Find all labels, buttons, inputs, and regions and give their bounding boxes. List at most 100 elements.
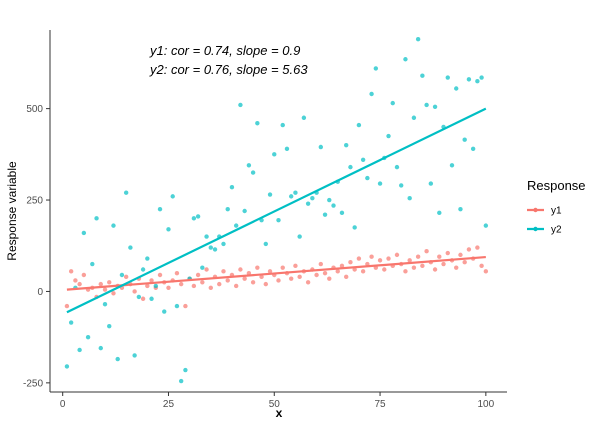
point-y1	[267, 269, 273, 274]
legend-label-y1: y1	[551, 206, 562, 217]
point-y1	[98, 281, 103, 287]
x-tick-label: 100	[477, 399, 494, 410]
point-y2	[293, 190, 298, 195]
point-y2	[322, 212, 328, 217]
point-y2	[344, 142, 349, 148]
point-y1	[73, 278, 78, 283]
point-y2	[200, 265, 205, 270]
point-y2	[352, 225, 357, 230]
x-tick-label: 0	[60, 399, 66, 410]
point-y1	[208, 285, 213, 290]
point-y2	[170, 194, 175, 199]
point-y1	[217, 281, 222, 287]
point-y1	[280, 265, 285, 270]
point-y2	[360, 157, 366, 163]
point-y1	[394, 252, 400, 258]
point-y1	[462, 259, 467, 265]
point-y1	[424, 249, 429, 254]
point-y2	[178, 378, 184, 384]
point-y2	[466, 77, 472, 82]
point-y2	[399, 183, 404, 188]
point-y2	[85, 334, 91, 340]
point-y1	[77, 281, 82, 287]
point-y1	[441, 261, 446, 267]
point-y1	[140, 296, 146, 301]
point-y1	[293, 263, 298, 269]
point-y2	[107, 323, 112, 329]
legend-key-point-y1	[533, 207, 538, 213]
y-axis-title: Response variable	[5, 161, 19, 261]
annotation-y2: y2: cor = 0.76, slope = 5.63	[149, 62, 308, 77]
point-y1	[454, 265, 459, 270]
point-y2	[208, 245, 213, 250]
y-axis-ticks: -250 0 250 500	[23, 104, 50, 389]
point-y2	[432, 104, 438, 109]
point-y1	[238, 267, 243, 272]
fit-lines	[66, 107, 487, 314]
point-y1	[403, 269, 408, 274]
point-y2	[229, 185, 235, 190]
point-y1	[327, 276, 332, 281]
point-y2	[445, 75, 450, 80]
x-tick-label: 25	[163, 399, 175, 410]
point-y1	[263, 281, 269, 287]
point-y2	[162, 309, 167, 314]
point-y2	[272, 152, 277, 157]
point-y2	[365, 175, 370, 181]
point-y2	[263, 241, 269, 247]
point-y2	[221, 241, 226, 247]
point-y1	[483, 269, 489, 274]
point-y2	[102, 302, 108, 307]
point-y1	[195, 272, 201, 278]
point-y2	[310, 196, 315, 201]
point-y1	[81, 272, 87, 278]
point-y1	[123, 274, 129, 280]
point-y2	[212, 247, 218, 252]
point-y2	[276, 217, 281, 223]
point-y2	[369, 91, 374, 97]
point-y1	[335, 269, 340, 274]
point-y2	[242, 208, 247, 214]
point-y2	[373, 66, 379, 71]
point-y1	[111, 291, 116, 296]
point-y1	[344, 274, 349, 280]
point-y1	[445, 250, 450, 256]
point-y2	[318, 144, 324, 150]
point-y2	[132, 353, 137, 358]
legend-title: Response	[527, 178, 586, 193]
x-axis-ticks: 0 25 50 75 100	[60, 392, 495, 410]
point-y2	[250, 170, 256, 175]
point-y2	[420, 73, 425, 78]
point-y1	[145, 283, 150, 289]
point-y1	[475, 245, 480, 250]
point-y1	[183, 303, 188, 309]
point-y1	[107, 280, 112, 285]
point-y2	[157, 206, 163, 212]
point-y1	[432, 267, 438, 272]
point-y1	[225, 278, 230, 283]
point-y2	[479, 75, 484, 80]
point-y1	[466, 247, 472, 252]
point-y2	[377, 181, 383, 186]
point-y2	[149, 296, 154, 301]
fit-line-y2	[66, 107, 487, 314]
point-y2	[153, 283, 158, 289]
point-y1	[415, 254, 421, 259]
legend-key-point-y2	[533, 226, 538, 232]
point-y1	[407, 258, 412, 263]
point-y2	[428, 181, 434, 186]
point-y2	[204, 234, 209, 239]
point-y2	[327, 197, 332, 203]
point-y2	[238, 102, 243, 108]
point-y1	[255, 265, 260, 270]
point-y2	[403, 57, 408, 62]
point-y2	[470, 146, 476, 152]
point-y2	[191, 216, 197, 221]
point-y1	[386, 256, 391, 261]
point-y1	[68, 269, 74, 274]
legend: Response y1 y2	[527, 178, 586, 236]
point-y1	[420, 263, 425, 269]
point-y1	[132, 289, 137, 294]
point-y2	[348, 164, 353, 170]
